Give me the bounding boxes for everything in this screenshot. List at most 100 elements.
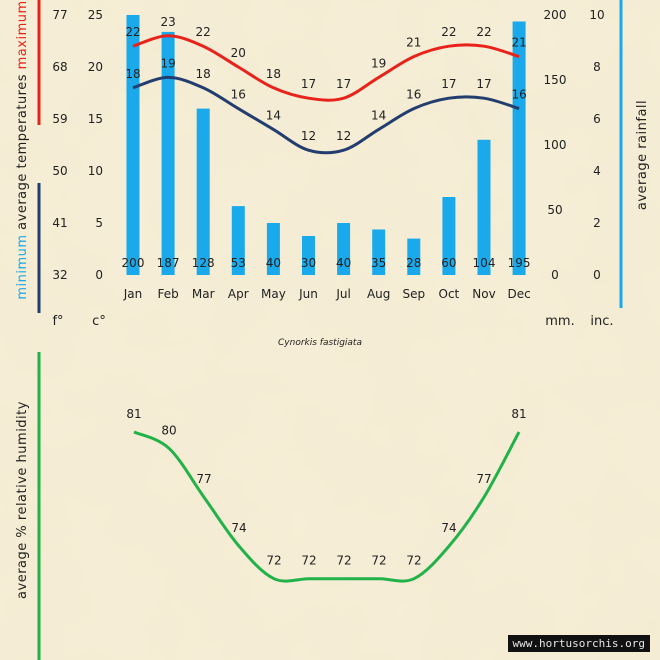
humidity-label: 77 (476, 472, 491, 486)
month-label-mar: Mar (192, 287, 215, 301)
rain-value-label: 40 (266, 256, 281, 270)
celsius-tick: 5 (95, 216, 103, 230)
min-temp-label: 14 (266, 108, 281, 122)
max-temp-label: 17 (336, 77, 351, 91)
rain-mm-tick: 100 (544, 138, 567, 152)
min-temperature-line (132, 75, 520, 155)
min-temp-label: 18 (125, 67, 140, 81)
max-temp-label: 17 (301, 77, 316, 91)
fahrenheit-tick: 50 (52, 164, 67, 178)
celsius-tick: 15 (88, 112, 103, 126)
temperature-axis-title: minimum average temperatures maximum (15, 0, 30, 299)
max-temp-label: 21 (406, 36, 421, 50)
month-label-dec: Dec (507, 287, 530, 301)
humidity-line (133, 430, 521, 583)
rain-bar-jun (302, 236, 315, 275)
celsius-tick: 10 (88, 164, 103, 178)
species-title: Cynorkis fastigiata (278, 338, 362, 348)
fahrenheit-unit-label: f° (52, 314, 63, 329)
rain-value-label: 53 (231, 256, 246, 270)
fahrenheit-tick: 59 (52, 112, 67, 126)
max-temp-label: 22 (196, 25, 211, 39)
rain-bar-jan (126, 15, 140, 275)
fahrenheit-tick: 32 (52, 268, 67, 282)
average-temperatures-label: average temperatures (15, 69, 30, 229)
max-temp-label: 23 (160, 15, 175, 29)
humidity-label: 72 (371, 554, 386, 568)
month-label-oct: Oct (439, 287, 460, 301)
rain-inch-tick: 6 (593, 112, 601, 126)
rain-inch-tick: 10 (589, 8, 604, 22)
rain-value-label: 35 (371, 256, 386, 270)
rain-bar-may (266, 223, 280, 275)
humidity-label: 77 (196, 472, 211, 486)
mm-unit-label: mm. (545, 314, 574, 329)
rain-mm-tick: 50 (547, 203, 562, 217)
humidity-axis-title: average % relative humidity (15, 401, 30, 599)
min-temp-label: 18 (196, 67, 211, 81)
rain-bar-dec (512, 21, 526, 275)
max-temp-label: 20 (231, 46, 246, 60)
month-label-jul: Jul (335, 287, 350, 301)
minimum-label: minimum (15, 230, 30, 300)
fahrenheit-tick: 68 (52, 60, 67, 74)
celsius-tick: 25 (88, 8, 103, 22)
min-temp-label: 16 (511, 88, 526, 102)
celsius-tick: 20 (88, 60, 103, 74)
humidity-label: 80 (161, 423, 176, 437)
rainfall-axis-title: average rainfall (635, 100, 650, 210)
fahrenheit-tick: 41 (52, 216, 67, 230)
max-temp-label: 22 (476, 25, 491, 39)
min-temp-label: 16 (231, 88, 246, 102)
rain-value-label: 195 (508, 256, 531, 270)
rain-value-label: 200 (122, 256, 145, 270)
min-temp-label: 17 (476, 77, 491, 91)
humidity-label: 72 (301, 554, 316, 568)
max-temp-label: 22 (441, 25, 456, 39)
rain-bar-mar (196, 108, 210, 275)
rain-value-label: 30 (301, 256, 316, 270)
rain-mm-tick: 200 (544, 8, 567, 22)
rain-bar-jul (337, 223, 351, 275)
rain-value-label: 187 (157, 256, 180, 270)
min-temp-label: 12 (336, 129, 351, 143)
rain-mm-tick: 150 (544, 73, 567, 87)
month-label-jan: Jan (123, 287, 143, 301)
rain-value-label: 60 (441, 256, 456, 270)
rain-inch-tick: 8 (593, 60, 601, 74)
min-temp-label: 17 (441, 77, 456, 91)
rain-value-label: 28 (406, 256, 421, 270)
rain-bar-oct (442, 197, 456, 275)
rain-bar-apr (231, 206, 245, 275)
rain-inch-tick: 2 (593, 216, 601, 230)
max-temp-label: 22 (125, 25, 140, 39)
min-temp-label: 19 (160, 56, 175, 70)
rain-mm-tick: 0 (551, 268, 559, 282)
min-temp-label: 16 (406, 88, 421, 102)
fahrenheit-tick: 77 (52, 8, 67, 22)
month-label-apr: Apr (228, 287, 249, 301)
humidity-label: 81 (511, 407, 526, 421)
month-label-feb: Feb (157, 287, 178, 301)
rain-value-label: 104 (473, 256, 496, 270)
min-temp-label: 14 (371, 108, 386, 122)
month-label-jun: Jun (298, 287, 318, 301)
humidity-label: 72 (406, 554, 421, 568)
max-temp-label: 21 (511, 36, 526, 50)
watermark[interactable]: www.hortusorchis.org (507, 635, 650, 652)
humidity-label: 74 (441, 521, 456, 535)
max-temp-label: 18 (266, 67, 281, 81)
rain-bar-aug (372, 229, 386, 275)
rain-value-label: 128 (192, 256, 215, 270)
month-label-may: May (261, 287, 286, 301)
humidity-label: 72 (266, 554, 281, 568)
max-temperature-line (132, 34, 520, 102)
month-label-aug: Aug (367, 287, 390, 301)
rain-bar-feb (161, 31, 175, 276)
maximum-label: maximum (15, 0, 30, 69)
humidity-label: 74 (231, 521, 246, 535)
rain-bar-sep (407, 238, 421, 275)
rain-value-label: 40 (336, 256, 351, 270)
humidity-label: 72 (336, 554, 351, 568)
